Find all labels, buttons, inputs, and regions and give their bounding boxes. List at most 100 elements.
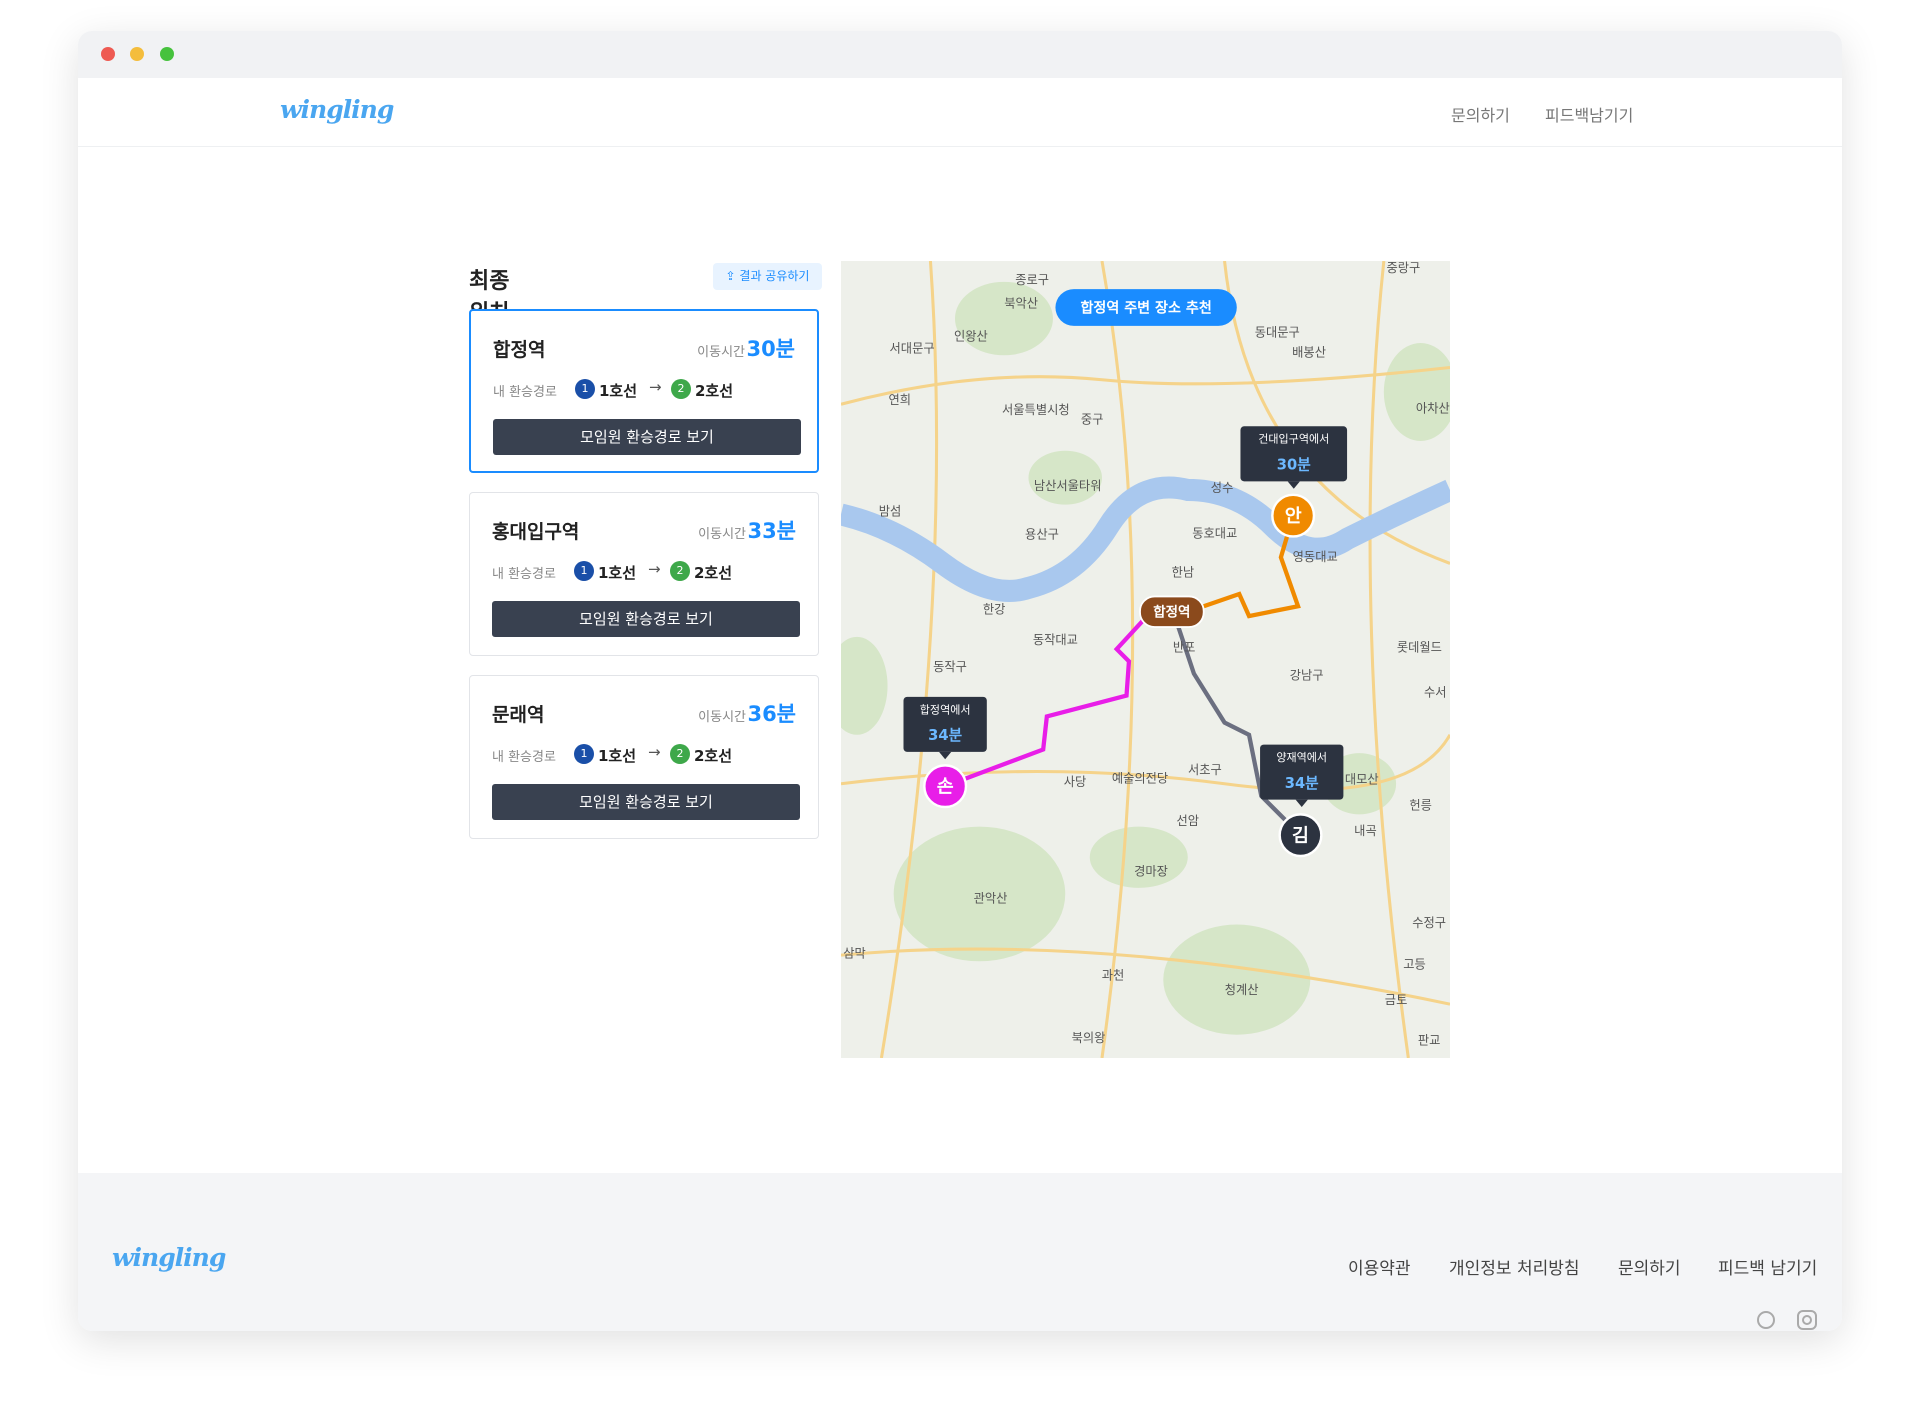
map-label: 동대문구 [1255,326,1300,340]
line-badge: 2 [671,379,691,399]
map-label: 영동대교 [1293,550,1338,564]
route-label: 내 환승경로 [492,750,556,765]
map-label: 북악산 [1004,296,1038,310]
tooltip [903,696,987,752]
line-name: 1호선 [599,382,638,400]
time-label: 이동시간 [698,527,746,542]
time-label: 이동시간 [697,345,745,360]
minimize-dot[interactable] [130,47,144,61]
map-label: 청계산 [1225,983,1259,997]
map-label: 용산구 [1025,528,1059,542]
map-label: 한강 [983,602,1006,616]
map-label: 헌릉 [1409,798,1432,812]
map-label: 관악산 [974,891,1008,905]
map-label: 경마장 [1134,864,1168,878]
line-badge: 2 [670,561,690,581]
member-marker [923,764,968,809]
header: wingling 문의하기 피드백남기기 [78,78,1842,147]
line-name: 1호선 [598,747,637,765]
tooltip-time: 34분 [928,727,962,744]
travel-time: 30분 [746,337,795,361]
river [841,476,1450,602]
nav-link[interactable]: 피드백남기기 [1545,106,1634,125]
footer-link[interactable]: 개인정보 처리방침 [1449,1259,1580,1279]
map-label: 선암 [1177,814,1200,828]
line-name: 2호선 [695,382,734,400]
zoom-dot[interactable] [160,47,174,61]
travel-time: 33분 [747,519,796,543]
line-badge: 2 [670,744,690,764]
threads-icon[interactable] [1755,1309,1777,1331]
map-label: 서초구 [1188,763,1222,777]
footer: wingling 이용약관 개인정보 처리방침 문의하기 피드백 남기기 [78,1173,1842,1331]
map-label: 중구 [1081,413,1104,427]
footer-link[interactable]: 문의하기 [1618,1259,1681,1279]
route-button[interactable]: 모임원 환승경로 보기 [492,601,800,637]
tooltip-from: 양재역에서 [1276,751,1327,764]
map-label: 고등 [1403,957,1426,971]
line-badge: 1 [574,561,594,581]
map-label: 동호대교 [1192,527,1237,541]
recommend-label[interactable]: 합정역 주변 장소 추천 [1080,300,1211,317]
footer-link[interactable]: 이용약관 [1348,1259,1411,1279]
map-label: 대모산 [1345,773,1379,787]
travel-time: 36분 [747,702,796,726]
station-name: 문래역 [492,704,545,726]
map-label: 남산서울타워 [1034,479,1102,493]
member-marker [1271,493,1316,538]
map-label: 금토 [1385,993,1408,1007]
tooltip-from: 건대입구역에서 [1258,433,1329,446]
map-label: 반포 [1173,640,1196,654]
destination-marker[interactable] [1139,595,1205,628]
map-label: 삼막 [843,946,866,960]
map-label: 서대문구 [890,342,935,356]
line-badge: 1 [574,744,594,764]
map-label: 예술의전당 [1112,771,1168,785]
line-name: 2호선 [694,747,733,765]
station-name: 홍대입구역 [492,521,580,543]
close-dot[interactable] [101,47,115,61]
result-card[interactable]: 합정역 이동시간 30분 내 환승경로 1 1호선 → 2 2호선 모임원 환승경로 보기 [469,309,819,473]
map-label: 성수 [1211,481,1234,495]
map-label: 한남 [1172,566,1195,580]
arrow: → [648,560,661,578]
map-label: 아차산 [1416,402,1450,416]
tooltip-from: 합정역에서 [920,703,971,716]
share-button[interactable]: ⇪ 결과 공유하기 [713,263,822,290]
route-button[interactable]: 모임원 환승경로 보기 [493,419,801,455]
share-label[interactable]: 결과 공유하기 [739,269,810,283]
tooltip-pointer [1295,799,1308,808]
arrow: → [649,378,662,396]
map-label: 강남구 [1290,669,1324,683]
route-button[interactable]: 모임원 환승경로 보기 [492,784,800,820]
parks [841,281,1450,1035]
tooltip-pointer [1287,481,1300,489]
map-label: 동작대교 [1033,633,1078,647]
map-label: 과천 [1102,967,1125,982]
tooltip-pointer [939,751,952,760]
footer-link[interactable]: 피드백 남기기 [1718,1259,1818,1279]
nav-link[interactable]: 문의하기 [1451,106,1510,125]
recommend-button[interactable] [1055,289,1237,326]
tooltip-time: 34분 [1285,775,1319,792]
map-label: 수정구 [1412,916,1446,930]
member-name: 김 [1292,825,1309,846]
route-kim [1173,617,1303,837]
map-label: 사당 [1064,775,1087,789]
time-label: 이동시간 [698,710,746,725]
footer-logo[interactable]: wingling [112,1243,226,1272]
browser-window: wingling 문의하기 피드백남기기 최종 위치 결과 Top3 ⇪ 결과 … [78,31,1842,1331]
member-name: 손 [937,776,954,797]
map-label: 수서 [1424,686,1447,700]
station-name: 합정역 [493,339,546,361]
instagram-icon[interactable] [1796,1309,1818,1331]
route-label: 내 환승경로 [493,385,557,400]
route-label: 내 환승경로 [492,567,556,582]
result-card[interactable]: 홍대입구역 이동시간 33분 내 환승경로 1 1호선 → 2 2호선 모임원 환승경로 보기 [469,492,819,656]
logo[interactable]: wingling [280,95,394,124]
result-card[interactable]: 문래역 이동시간 36분 내 환승경로 1 1호선 → 2 2호선 모임원 환승경로 보기 [469,675,819,839]
